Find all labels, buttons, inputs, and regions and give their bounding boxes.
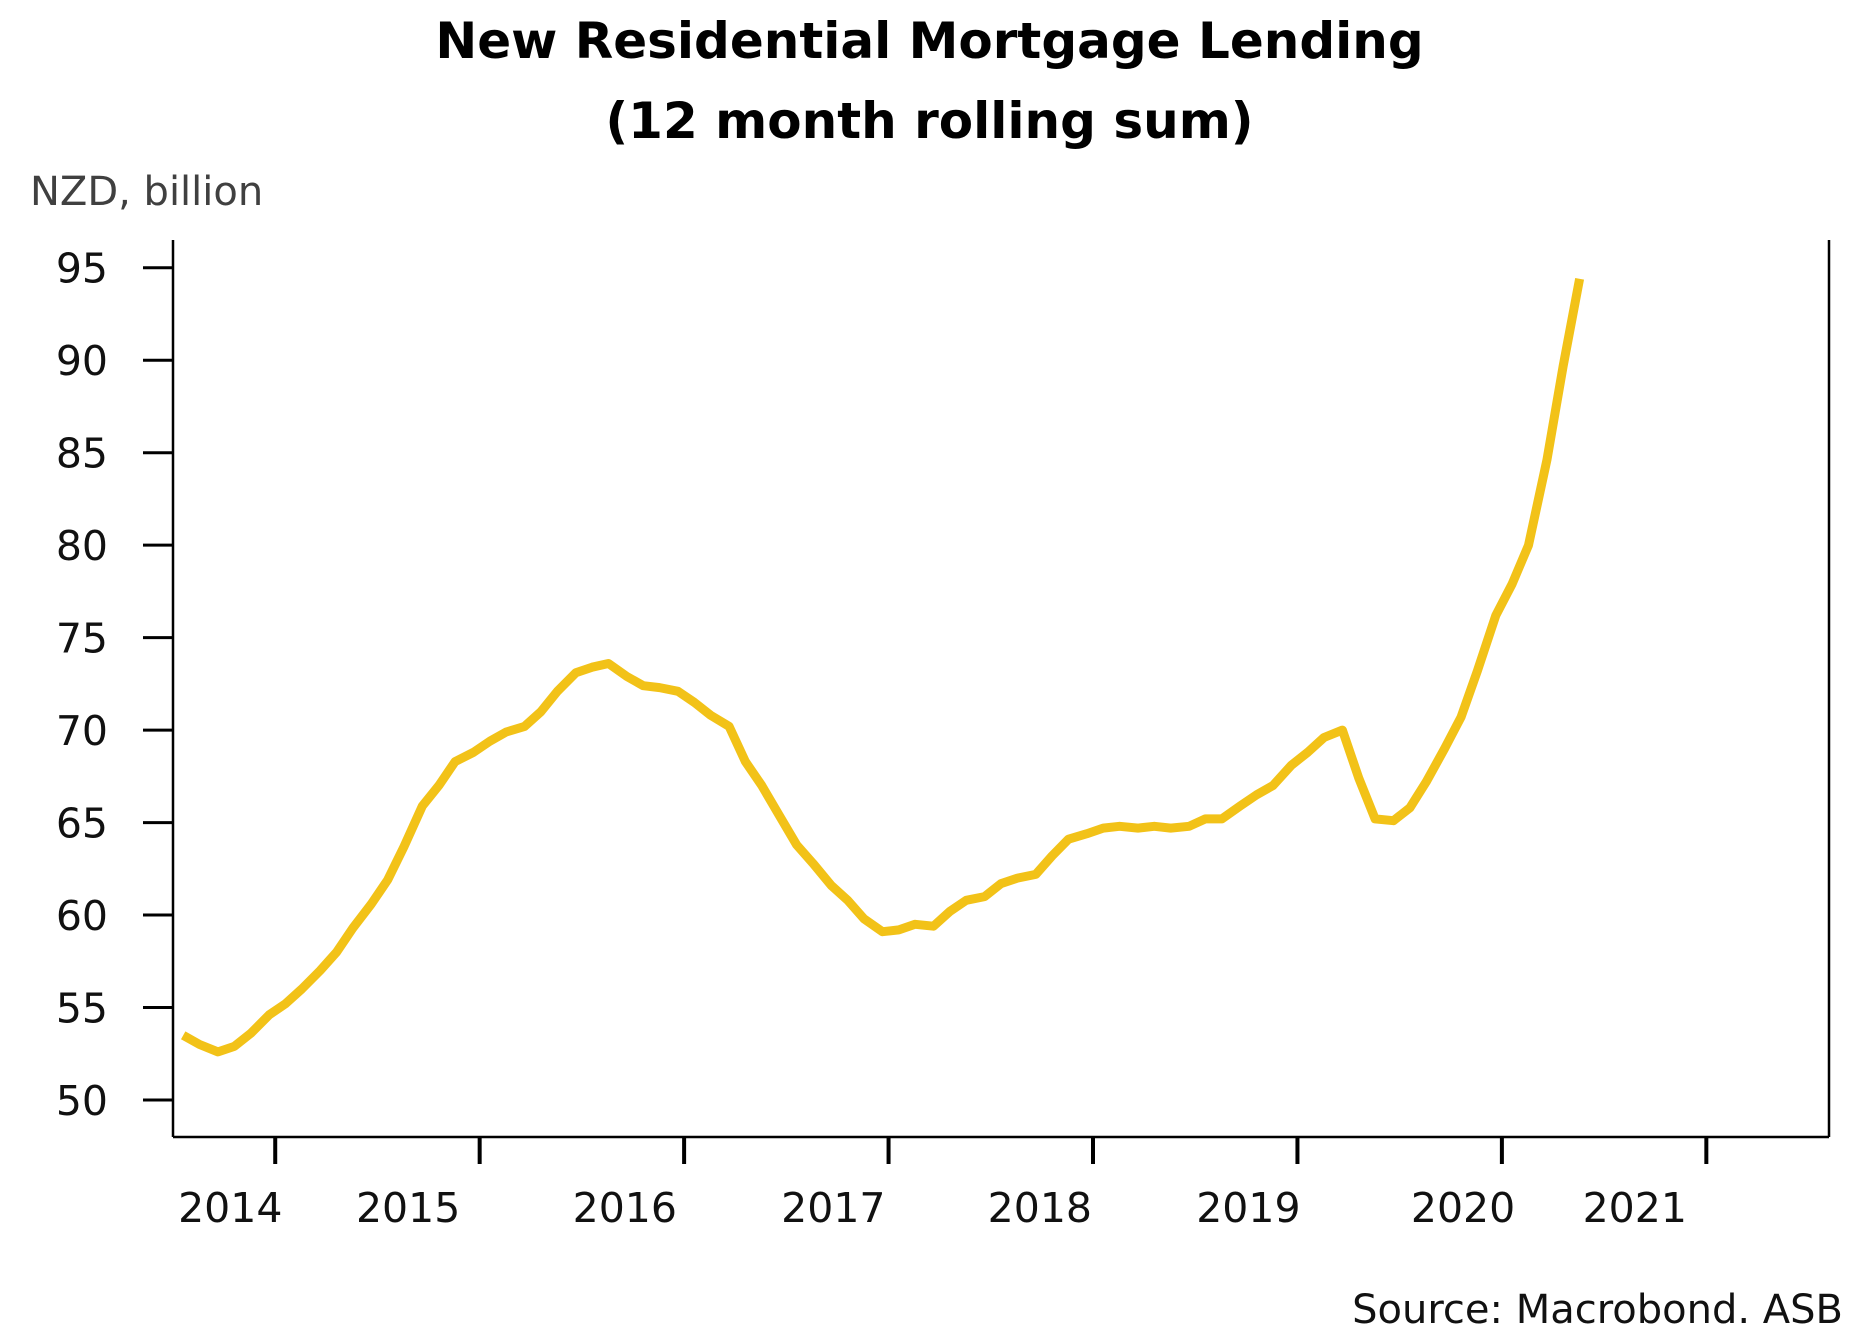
y-tick-label: 85 [56, 430, 108, 478]
source-note: Source: Macrobond. ASB [1352, 1287, 1843, 1333]
y-tick-label: 60 [56, 892, 108, 940]
y-tick-label: 50 [56, 1077, 108, 1125]
x-tick-label: 2017 [781, 1184, 885, 1232]
x-tick-label: 2015 [356, 1184, 460, 1232]
y-tick-label: 90 [56, 337, 108, 385]
tick-labels: 50 55 60 65 70 75 80 85 90 95 2014 2015 2016 2017 2018… [56, 245, 1687, 1232]
y-axis-label: NZD, billion [30, 169, 264, 215]
y-tick-label: 55 [56, 985, 108, 1033]
x-tick-label: 2021 [1583, 1184, 1687, 1232]
axes [171, 240, 1831, 1139]
y-tick-label: 65 [56, 800, 108, 848]
x-tick-label: 2014 [178, 1184, 282, 1232]
y-tick-label: 95 [56, 245, 108, 293]
tick-marks [143, 266, 1709, 1164]
y-tick-label: 70 [56, 707, 108, 755]
x-tick-label: 2020 [1411, 1184, 1515, 1232]
chart-title: New Residential Mortgage Lending [435, 12, 1424, 70]
series-line [180, 277, 1585, 1057]
chart-subtitle: (12 month rolling sum) [605, 92, 1254, 150]
y-tick-label: 75 [56, 615, 108, 663]
series-layer [180, 277, 1585, 1057]
x-tick-label: 2019 [1196, 1184, 1300, 1232]
x-tick-label: 2018 [988, 1184, 1092, 1232]
y-tick-label: 80 [56, 522, 108, 570]
x-tick-label: 2016 [573, 1184, 677, 1232]
